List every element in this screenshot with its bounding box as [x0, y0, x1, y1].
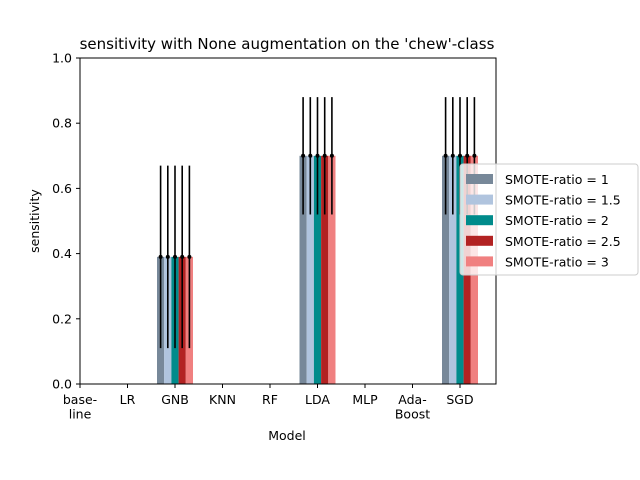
legend-swatch [466, 256, 493, 267]
bar [299, 155, 307, 384]
legend-swatch [466, 215, 493, 226]
error-bar-center [472, 153, 477, 158]
error-bar-center [450, 153, 455, 158]
error-bar-center [308, 153, 313, 158]
y-tick-label: 0.0 [52, 377, 72, 392]
legend: SMOTE-ratio = 1 SMOTE-ratio = 1.5 SMOTE-ra… [459, 163, 639, 276]
bar [321, 155, 329, 384]
error-bar-center [315, 153, 320, 158]
error-bar-center [329, 153, 334, 158]
legend-label: SMOTE-ratio = 2 [505, 213, 609, 228]
error-bar-center [301, 153, 306, 158]
legend-swatch [466, 194, 493, 205]
legend-box [459, 163, 639, 276]
error-bar-center [322, 153, 327, 158]
x-tick-label: LR [120, 392, 136, 407]
error-bar-center [458, 153, 462, 158]
bar [449, 155, 457, 384]
x-tick-label: SGD [446, 392, 473, 407]
bar [313, 155, 322, 384]
x-tick-label: GNB [161, 392, 189, 407]
x-tick-label: Ada-Boost [395, 392, 430, 422]
legend-swatch [466, 174, 493, 184]
bar [306, 155, 314, 384]
x-tick-label: MLP [352, 392, 378, 407]
plot-frame [79, 57, 497, 385]
plot-area [157, 97, 478, 384]
chart-title: sensitivity with None augmentation on th… [80, 35, 495, 53]
bar [442, 155, 450, 384]
error-bar-center [158, 254, 163, 259]
y-tick-label: 1.0 [52, 51, 72, 66]
x-tick-label: KNN [209, 392, 236, 407]
x-tick-label: LDA [305, 392, 330, 407]
y-tick-label: 0.6 [52, 181, 72, 196]
legend-label: SMOTE-ratio = 3 [505, 254, 609, 269]
error-bar-center [180, 254, 185, 259]
y-tick-label: 0.8 [52, 116, 72, 131]
x-tick-label: base-line [63, 392, 97, 422]
y-axis-label: sensitivity [27, 189, 42, 253]
bar [328, 155, 336, 384]
error-bar-center [187, 254, 192, 259]
x-axis-label: Model [268, 428, 306, 443]
x-axis: base-line LR GNB KNN RF LDA MLP Ada-Boost SGD [63, 384, 474, 422]
y-tick-label: 0.2 [52, 311, 72, 326]
error-bar-center [165, 254, 170, 259]
error-bar-center [465, 153, 470, 158]
y-tick-label: 0.4 [52, 246, 72, 261]
y-axis: 0.0 0.2 0.4 0.6 0.8 1.0 [52, 51, 80, 392]
legend-label: SMOTE-ratio = 1 [505, 172, 609, 187]
legend-swatch [466, 235, 493, 246]
error-bar-center [443, 153, 448, 158]
x-tick-label: RF [262, 392, 278, 407]
legend-label: SMOTE-ratio = 2.5 [505, 234, 621, 249]
error-bar-center [173, 254, 177, 259]
legend-label: SMOTE-ratio = 1.5 [505, 193, 621, 208]
